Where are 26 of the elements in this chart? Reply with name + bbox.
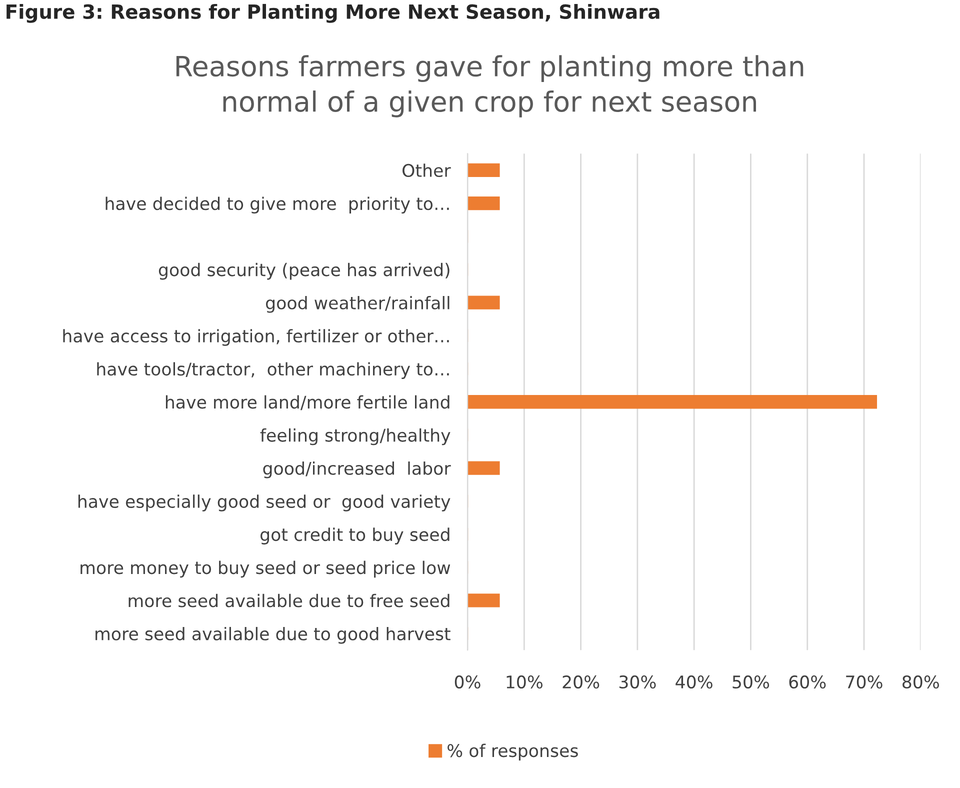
y-tick-label: feeling strong/healthy: [260, 428, 450, 446]
y-tick-label: have tools/tractor, other machinery to…: [97, 362, 449, 379]
y-tick-label: more money to buy seed or seed price low: [80, 560, 450, 578]
y-tick-label: good/increased labor: [263, 461, 451, 478]
y-tick-label: more seed available due to good harvest: [96, 626, 450, 644]
x-tick-label: 60%: [789, 675, 826, 689]
x-tick-label: 50%: [732, 675, 770, 689]
y-tick-label: got credit to buy seed: [260, 528, 450, 544]
x-tick-label: 80%: [902, 675, 939, 689]
y-tick-label: have decided to give more priority to…: [106, 196, 449, 214]
x-tick-label: 30%: [619, 675, 656, 689]
y-tick-label: good weather/rainfall: [266, 296, 450, 313]
x-tick-label: 20%: [562, 675, 600, 689]
y-tick-label: good security (peace has arrived): [158, 262, 450, 280]
y-tick-label: have access to irrigation, fertilizer or other…: [63, 329, 449, 346]
y-tick-label: have more land/more fertile land: [166, 395, 450, 410]
caption: Figure 3: Reasons for Planting More Next Season, Shinwara: [6, 4, 660, 23]
y-tick-label: more seed available due to free seed: [128, 594, 450, 608]
x-tick-label: 10%: [506, 675, 542, 689]
x-tick-label: 40%: [676, 675, 712, 689]
x-tick-label: 0%: [454, 675, 480, 689]
y-tick-label: Other: [402, 164, 451, 178]
legend-label: % of responses: [448, 744, 578, 761]
x-tick-label: 70%: [846, 675, 882, 689]
y-tick-label: have especially good seed or good variety: [78, 494, 450, 512]
chart-title: Reasons farmers gave for planting more than normal of a given crop for next season: [176, 55, 804, 118]
